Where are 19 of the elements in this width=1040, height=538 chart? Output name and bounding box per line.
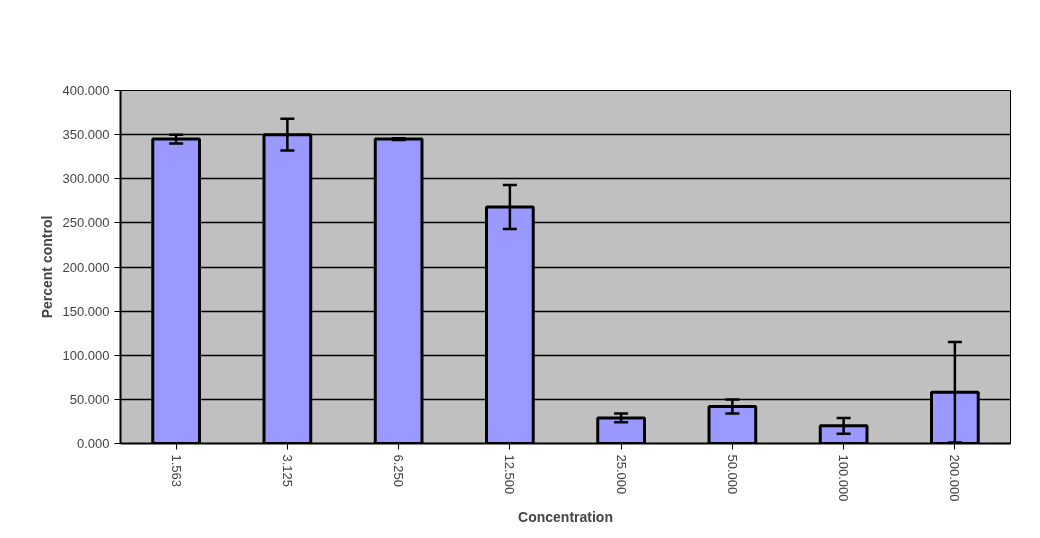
y-tick-label: 250.000 (62, 215, 110, 231)
y-tick-label: 400.000 (62, 83, 110, 98)
y-tick-label: 150.000 (62, 303, 110, 319)
x-tick-label: 3.125 (279, 454, 295, 488)
y-tick-label: 200.000 (62, 259, 110, 275)
y-tick-label: 300.000 (62, 171, 110, 187)
x-tick-label: 6.250 (391, 454, 407, 488)
x-tick-label: 25.000 (613, 454, 629, 495)
y-tick-label: 350.000 (62, 127, 110, 143)
x-tick-label: 100.000 (836, 454, 852, 502)
y-tick-label: 50.000 (69, 391, 110, 407)
x-tick-label: 200.000 (947, 454, 963, 502)
x-axis-title: Concentration (518, 509, 613, 526)
y-tick-label: 100.000 (62, 347, 110, 363)
y-tick-label: 0.000 (76, 436, 110, 451)
y-axis-title: Percent control (38, 215, 55, 319)
x-tick-label: 12.500 (502, 454, 518, 495)
x-tick-label: 1.563 (168, 454, 184, 488)
x-tick-label: 50.000 (724, 454, 740, 495)
